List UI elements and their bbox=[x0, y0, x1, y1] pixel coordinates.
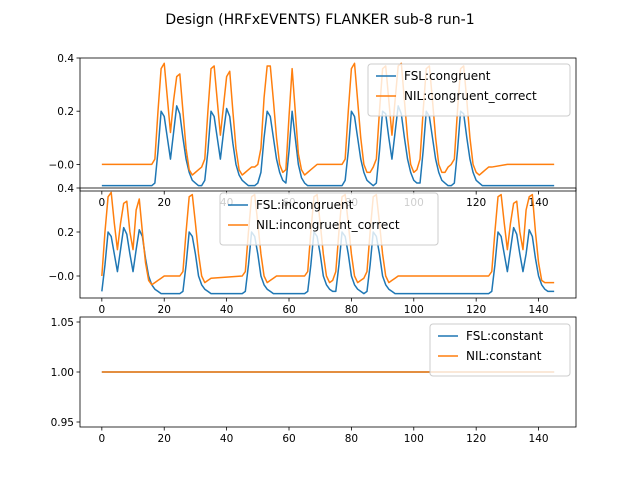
x-tick-label: 40 bbox=[220, 304, 233, 316]
y-tick-label: 0.2 bbox=[57, 106, 74, 118]
x-tick-label: 60 bbox=[282, 433, 295, 445]
x-tick-label: 140 bbox=[529, 304, 549, 316]
legend-box bbox=[367, 63, 571, 117]
legend-label: NIL:incongruent_correct bbox=[256, 218, 400, 232]
legend-box bbox=[429, 323, 571, 377]
x-tick-label: 140 bbox=[529, 197, 549, 209]
legend-label: FSL:incongruent bbox=[256, 198, 354, 212]
figure-title: Design (HRFxEVENTS) FLANKER sub-8 run-1 bbox=[165, 12, 474, 28]
x-tick-label: 0 bbox=[98, 433, 105, 445]
y-tick-label: 1.00 bbox=[51, 367, 74, 379]
x-tick-label: 120 bbox=[466, 304, 486, 316]
legend: FSL:congruent NIL:congruent_correct bbox=[367, 63, 571, 117]
legend-label: NIL:constant bbox=[466, 349, 542, 363]
x-tick-label: 20 bbox=[158, 433, 171, 445]
legend-label: NIL:congruent_correct bbox=[404, 89, 537, 103]
y-tick-label: 1.05 bbox=[51, 317, 74, 329]
x-tick-label: 100 bbox=[404, 304, 424, 316]
x-tick-label: 20 bbox=[158, 197, 171, 209]
legend-label: FSL:constant bbox=[466, 329, 543, 343]
legend: FSL:incongruent NIL:incongruent_correct bbox=[219, 192, 439, 246]
x-tick-label: 80 bbox=[345, 304, 358, 316]
series-line-2 bbox=[101, 62, 555, 176]
x-tick-label: 120 bbox=[466, 197, 486, 209]
legend-label: FSL:congruent bbox=[404, 69, 491, 83]
subplot-3: 0 20 40 60 80 100 120 140 0.95 1.00 1.05 FSL:consta… bbox=[51, 316, 577, 445]
x-tick-label: 40 bbox=[220, 433, 233, 445]
axes-frame bbox=[79, 187, 577, 299]
x-tick-label: 80 bbox=[345, 433, 358, 445]
y-tick-label: −0.0 bbox=[49, 159, 75, 171]
y-tick-label: 0.95 bbox=[51, 417, 74, 429]
x-tick-label: 100 bbox=[404, 433, 424, 445]
x-tick-label: 60 bbox=[282, 304, 295, 316]
x-tick-label: 140 bbox=[529, 433, 549, 445]
legend-box bbox=[219, 192, 439, 246]
legend: FSL:constant NIL:constant bbox=[429, 323, 571, 377]
x-tick-label: 120 bbox=[466, 433, 486, 445]
x-tick-label: 0 bbox=[98, 304, 105, 316]
y-tick-label: −0.0 bbox=[49, 271, 75, 283]
series-line-1 bbox=[101, 105, 555, 187]
y-tick-label: 0.2 bbox=[57, 227, 74, 239]
axes-frame bbox=[79, 57, 577, 192]
subplot-2: 0 20 40 60 80 100 120 140 −0.0 0.2 0.4 FSL:incongru… bbox=[49, 183, 577, 316]
x-tick-label: 20 bbox=[158, 304, 171, 316]
x-tick-label: 0 bbox=[98, 197, 105, 209]
y-tick-label: 0.4 bbox=[57, 53, 74, 65]
y-tick-label: 0.4 bbox=[57, 183, 74, 195]
